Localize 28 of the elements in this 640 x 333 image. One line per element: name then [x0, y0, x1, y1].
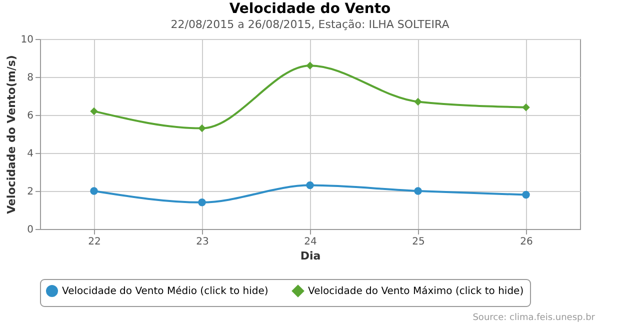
y-tick-label: 6: [27, 110, 34, 122]
x-tick-label: 25: [412, 236, 425, 248]
y-tick-label: 4: [27, 148, 34, 160]
y-axis-title: Velocidade do Vento(m/s): [4, 55, 18, 214]
y-tick-label: 8: [27, 72, 34, 84]
x-tick-label: 22: [88, 236, 101, 248]
point: [414, 98, 422, 106]
y-tick-label: 2: [27, 186, 34, 198]
point: [306, 62, 314, 70]
point: [198, 198, 206, 206]
x-tick-label: 24: [304, 236, 317, 248]
point: [306, 181, 314, 190]
y-tick-label: 10: [20, 34, 34, 46]
legend-label: Velocidade do Vento Médio (click to hide): [62, 286, 268, 297]
point: [522, 190, 530, 199]
chart-subtitle: 22/08/2015 a 26/08/2015, Estação: ILHA SOLTEIRA: [170, 18, 450, 31]
point: [90, 107, 98, 116]
point: [414, 187, 422, 195]
chart-title: Velocidade do Vento: [229, 1, 392, 17]
legend-label: Velocidade do Vento Máximo (click to hide): [308, 286, 524, 297]
point: [198, 124, 206, 132]
x-tick-label: 26: [520, 236, 533, 248]
point: [522, 104, 530, 112]
point: [90, 187, 98, 195]
y-tick-label: 0: [27, 224, 34, 236]
source-note: Source: clima.feis.unesp.br: [472, 313, 596, 323]
x-axis-title: Dia: [300, 250, 321, 262]
x-tick-label: 23: [196, 236, 209, 248]
